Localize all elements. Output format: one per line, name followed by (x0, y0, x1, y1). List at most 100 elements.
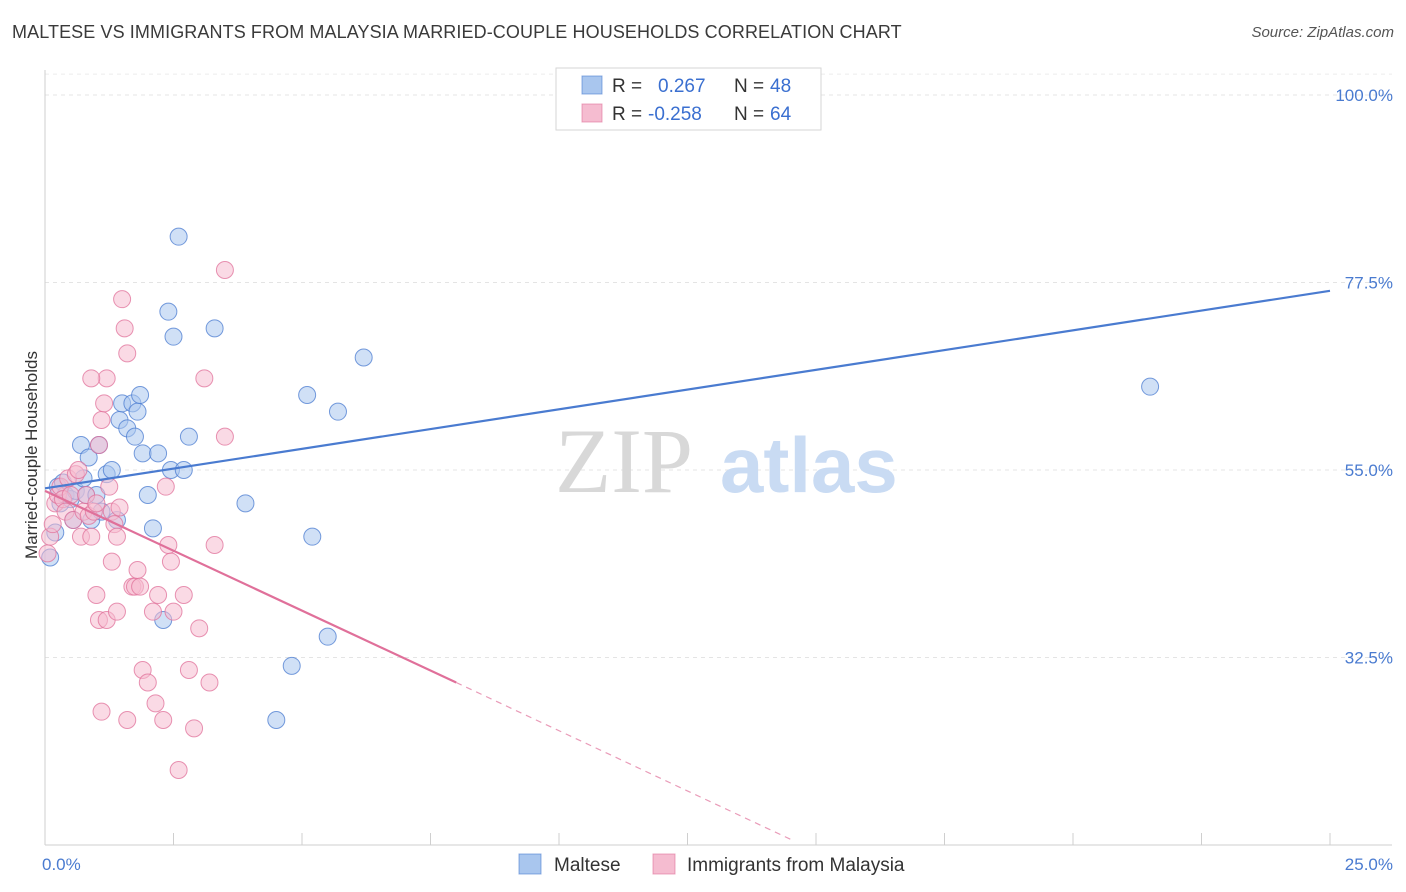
malaysia-point (43, 515, 62, 534)
maltese-point (205, 319, 224, 338)
malaysia-point (69, 461, 88, 479)
malaysia-point (169, 761, 188, 779)
malaysia-point (185, 719, 204, 738)
maltese-point (169, 227, 188, 246)
malaysia-point (107, 527, 126, 546)
malaysia-point (146, 694, 165, 713)
malaysia-point (179, 661, 198, 679)
malaysia-point (205, 536, 224, 554)
malaysia-point (190, 619, 209, 638)
y-tick-label: 77.5% (1345, 274, 1393, 293)
tick-labels: 32.5% 55.0% 77.5% 100.0% 0.0% 25.0% (42, 86, 1393, 874)
malaysia-point (102, 552, 121, 571)
legend-n-value-malaysia: 64 (770, 104, 792, 125)
chart-title: MALTESE VS IMMIGRANTS FROM MALAYSIA MARR… (12, 22, 902, 42)
watermark-zip: ZIP (555, 410, 693, 512)
maltese-point (143, 519, 162, 538)
malaysia-point (200, 673, 219, 692)
trend-line-malaysia (44, 489, 457, 684)
maltese-point (149, 444, 168, 463)
y-tick-label: 55.0% (1345, 461, 1393, 480)
malaysia-point (87, 494, 106, 513)
malaysia-point (110, 498, 129, 517)
bottom-legend-swatch-maltese (518, 853, 542, 875)
x-tick-label: 0.0% (42, 855, 81, 874)
malaysia-point (128, 561, 147, 579)
y-axis-label: Married-couple Households (22, 351, 41, 559)
malaysia-point (92, 411, 111, 429)
legend: R = 0.267 N = 48 R = -0.258 N = 64 (555, 67, 822, 131)
maltese-point (328, 402, 347, 421)
bottom-legend-swatch-malaysia (652, 853, 676, 875)
legend-swatch-malaysia (581, 103, 603, 123)
legend-n-label-malaysia: N = (734, 104, 764, 125)
series-malaysia (38, 261, 234, 779)
legend-r-value-malaysia: -0.258 (648, 104, 702, 125)
malaysia-point (97, 369, 116, 388)
maltese-point (282, 656, 301, 675)
maltese-point (159, 302, 178, 321)
maltese-point (133, 444, 152, 463)
legend-r-label-maltese: R = (612, 76, 642, 97)
malaysia-point (215, 261, 234, 279)
y-tick-label: 32.5% (1345, 649, 1393, 668)
maltese-point (1141, 377, 1160, 396)
source-label: Source: ZipAtlas.com (1251, 24, 1394, 41)
y-tick-label: 100.0% (1335, 86, 1393, 105)
malaysia-point (100, 477, 119, 496)
bottom-legend: Maltese Immigrants from Malaysia (518, 853, 905, 876)
malaysia-point (143, 602, 162, 621)
legend-n-label-maltese: N = (734, 76, 764, 97)
malaysia-point (87, 586, 106, 604)
maltese-point (125, 427, 144, 446)
bottom-legend-label-maltese: Maltese (554, 855, 621, 876)
malaysia-point (215, 427, 234, 446)
axes (44, 70, 1392, 846)
malaysia-point (89, 436, 108, 454)
malaysia-point (149, 586, 168, 604)
maltese-point (131, 386, 150, 404)
malaysia-point (82, 369, 101, 388)
grid-lines (45, 73, 1392, 658)
malaysia-point (115, 319, 134, 338)
trend-line-maltese (44, 289, 1331, 490)
bottom-legend-label-malaysia: Immigrants from Malaysia (687, 855, 905, 876)
malaysia-point (38, 544, 57, 563)
malaysia-point (164, 602, 183, 621)
legend-swatch-maltese (581, 75, 603, 95)
malaysia-point (82, 527, 101, 546)
trend-lines (44, 289, 1331, 840)
malaysia-point (107, 602, 126, 621)
maltese-point (236, 494, 255, 513)
legend-n-value-maltese: 48 (770, 76, 791, 97)
malaysia-point (113, 290, 132, 309)
maltese-point (102, 461, 121, 479)
malaysia-point (161, 552, 180, 571)
maltese-point (354, 348, 373, 367)
maltese-point (318, 627, 337, 646)
legend-r-value-maltese: 0.267 (658, 76, 706, 97)
maltese-point (298, 386, 317, 404)
watermark-atlas: atlas (720, 421, 898, 509)
maltese-point (164, 327, 183, 346)
maltese-point (267, 711, 286, 729)
malaysia-point (156, 477, 175, 496)
malaysia-point (95, 394, 114, 413)
malaysia-point (174, 586, 193, 604)
malaysia-point (118, 711, 137, 729)
maltese-point (174, 461, 193, 479)
malaysia-point (131, 577, 150, 596)
maltese-point (138, 486, 157, 504)
malaysia-point (154, 711, 173, 729)
trend-line-malaysia-extension (455, 681, 791, 840)
maltese-point (79, 448, 98, 467)
legend-r-label-malaysia: R = (612, 104, 642, 125)
maltese-point (303, 527, 322, 546)
x-tick-label: 25.0% (1345, 855, 1393, 874)
maltese-point (179, 427, 198, 446)
malaysia-point (118, 344, 137, 363)
maltese-point (128, 402, 147, 421)
malaysia-point (138, 673, 157, 692)
malaysia-point (195, 369, 214, 388)
watermark: ZIP atlas (555, 410, 898, 512)
